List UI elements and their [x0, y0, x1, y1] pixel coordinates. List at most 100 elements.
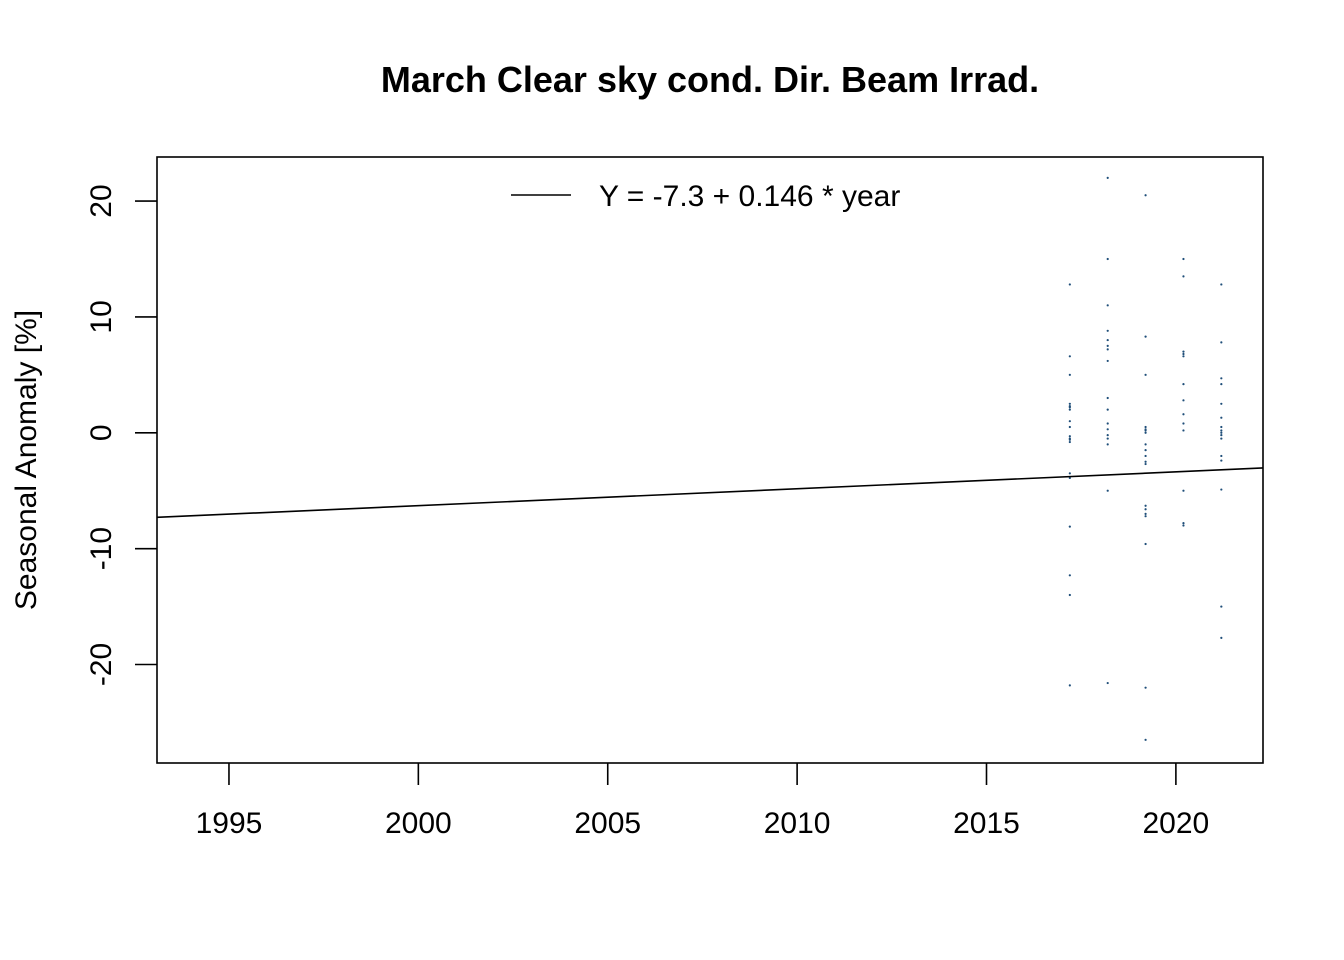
data-point: [1220, 425, 1223, 429]
data-point: [1182, 352, 1185, 356]
data-point: [1068, 425, 1071, 429]
data-point: [1068, 408, 1071, 411]
data-point: [1106, 396, 1109, 400]
data-point: [1068, 525, 1071, 528]
data-point: [1068, 440, 1071, 444]
data-point: [1182, 257, 1185, 261]
legend: Y = -7.3 + 0.146 * year: [511, 180, 900, 213]
y-tick-label--10: -10: [85, 527, 118, 570]
data-point: [1182, 350, 1185, 353]
data-point: [1068, 593, 1071, 597]
data-point: [1220, 433, 1223, 437]
data-point: [1106, 422, 1109, 425]
data-point: [1068, 405, 1071, 408]
x-axis: 1995 2000 2005 2010 2015 2020: [196, 763, 1210, 840]
data-point: [1144, 508, 1147, 511]
data-point: [1144, 431, 1147, 434]
x-tick-label-2020: 2020: [1143, 807, 1210, 840]
data-point: [1106, 329, 1109, 332]
data-point: [1182, 275, 1185, 278]
y-axis: -20 -10 0 10 20: [85, 184, 157, 686]
data-point: [1182, 383, 1185, 386]
data-point: [1068, 402, 1071, 405]
data-point: [1182, 355, 1185, 358]
data-point: [1106, 304, 1109, 307]
data-point: [1220, 636, 1223, 639]
data-point: [1144, 512, 1147, 515]
data-point: [1106, 428, 1109, 431]
data-point: [1106, 344, 1109, 347]
data-point: [1220, 383, 1223, 386]
data-point: [1144, 335, 1147, 338]
trend-line: [156, 467, 1264, 519]
data-point: [1220, 488, 1223, 491]
data-point: [1182, 524, 1185, 527]
data-point: [1106, 176, 1109, 179]
data-point: [1220, 459, 1223, 462]
data-point: [1182, 429, 1185, 432]
data-point: [1106, 338, 1109, 342]
data-point: [1144, 504, 1147, 507]
data-point: [1106, 257, 1109, 261]
data-point: [1068, 435, 1071, 438]
data-point: [1068, 684, 1071, 687]
data-point: [1144, 462, 1147, 466]
data-point: [1220, 377, 1223, 380]
x-tick-label-2015: 2015: [953, 807, 1020, 840]
data-point: [1220, 605, 1223, 608]
data-point: [1144, 515, 1147, 518]
data-point: [1106, 408, 1109, 411]
data-point: [1106, 359, 1109, 363]
data-point: [1144, 194, 1147, 197]
data-point: [1106, 348, 1109, 351]
data-point: [1068, 438, 1071, 441]
data-point: [1068, 373, 1071, 376]
y-tick-label-20: 20: [85, 184, 118, 217]
chart-title: March Clear sky cond. Dir. Beam Irrad.: [381, 59, 1039, 100]
data-point: [1106, 433, 1109, 437]
x-tick-label-1995: 1995: [196, 807, 263, 840]
data-point: [1220, 283, 1223, 286]
data-point: [1106, 443, 1109, 446]
data-point: [1144, 425, 1147, 429]
data-point: [1144, 738, 1147, 741]
plot-frame: [156, 156, 1264, 764]
data-point: [1068, 472, 1071, 475]
data-point: [1068, 574, 1071, 577]
data-point: [1144, 454, 1147, 458]
data-point: [1220, 416, 1223, 419]
x-tick-label-2005: 2005: [574, 807, 641, 840]
data-point: [1106, 489, 1109, 492]
x-tick-label-2000: 2000: [385, 807, 452, 840]
data-point: [1182, 422, 1185, 425]
data-point: [1144, 373, 1147, 376]
data-point: [1068, 420, 1071, 423]
y-tick-label-10: 10: [85, 300, 118, 333]
data-point: [1220, 437, 1223, 440]
data-point: [1068, 283, 1071, 286]
data-point: [1182, 522, 1185, 525]
data-point: [1144, 686, 1147, 689]
y-axis-label: Seasonal Anomaly [%]: [10, 310, 43, 610]
y-tick-label--20: -20: [85, 643, 118, 686]
data-point: [1144, 542, 1147, 546]
x-tick-label-2010: 2010: [764, 807, 831, 840]
data-point: [1220, 402, 1223, 405]
data-point: [1106, 681, 1109, 685]
data-point: [1144, 449, 1147, 452]
data-points: [1068, 176, 1223, 741]
legend-entry-label: Y = -7.3 + 0.146 * year: [599, 180, 900, 213]
data-point: [1220, 429, 1223, 432]
data-point: [1068, 355, 1071, 358]
data-point: [1106, 437, 1109, 440]
data-point: [1182, 399, 1185, 402]
data-point: [1220, 431, 1223, 434]
y-tick-label-0: 0: [85, 424, 118, 441]
data-point: [1182, 489, 1185, 492]
data-point: [1220, 454, 1223, 458]
data-point: [1144, 443, 1147, 446]
data-point: [1144, 428, 1147, 431]
data-point: [1220, 341, 1223, 344]
data-point: [1182, 413, 1185, 416]
